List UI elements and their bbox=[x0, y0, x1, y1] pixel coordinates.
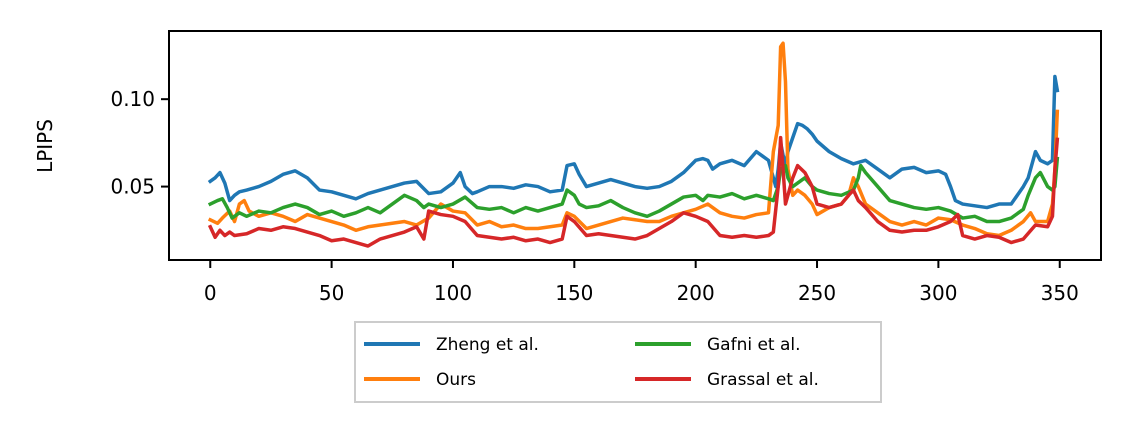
x-axis: 0 50 100 150 200 250 300 350 bbox=[204, 260, 1079, 305]
series-layer bbox=[207, 41, 1060, 248]
series-line-zheng-et-al bbox=[207, 74, 1060, 210]
x-tick-label: 300 bbox=[919, 281, 957, 305]
y-axis: 0.05 0.10 bbox=[110, 87, 169, 199]
legend-label-gafni-et-al: Gafni et al. bbox=[707, 335, 801, 355]
y-tick-label: 0.05 bbox=[110, 175, 155, 199]
y-tick-label: 0.10 bbox=[110, 87, 155, 111]
plot-frame bbox=[168, 30, 1102, 261]
legend-label-grassal-et-al: Grassal et al. bbox=[707, 370, 819, 390]
x-tick-label: 250 bbox=[798, 281, 836, 305]
x-tick-label: 0 bbox=[204, 281, 217, 305]
series-line-grassal-et-al bbox=[207, 135, 1060, 248]
legend-label-zheng-et-al: Zheng et al. bbox=[436, 335, 539, 355]
y-axis-label: LPIPS bbox=[33, 119, 57, 173]
x-tick-label: 100 bbox=[434, 281, 472, 305]
x-tick-label: 150 bbox=[555, 281, 593, 305]
legend: Zheng et al. Ours Gafni et al. Grassal et a… bbox=[354, 321, 882, 403]
legend-frame bbox=[354, 321, 882, 403]
legend-label-ours: Ours bbox=[436, 370, 476, 390]
series-line-ours bbox=[207, 41, 1060, 238]
series-line-gafni-et-al bbox=[207, 156, 1060, 224]
x-tick-label: 350 bbox=[1041, 281, 1079, 305]
x-tick-label: 50 bbox=[319, 281, 344, 305]
x-tick-label: 200 bbox=[677, 281, 715, 305]
